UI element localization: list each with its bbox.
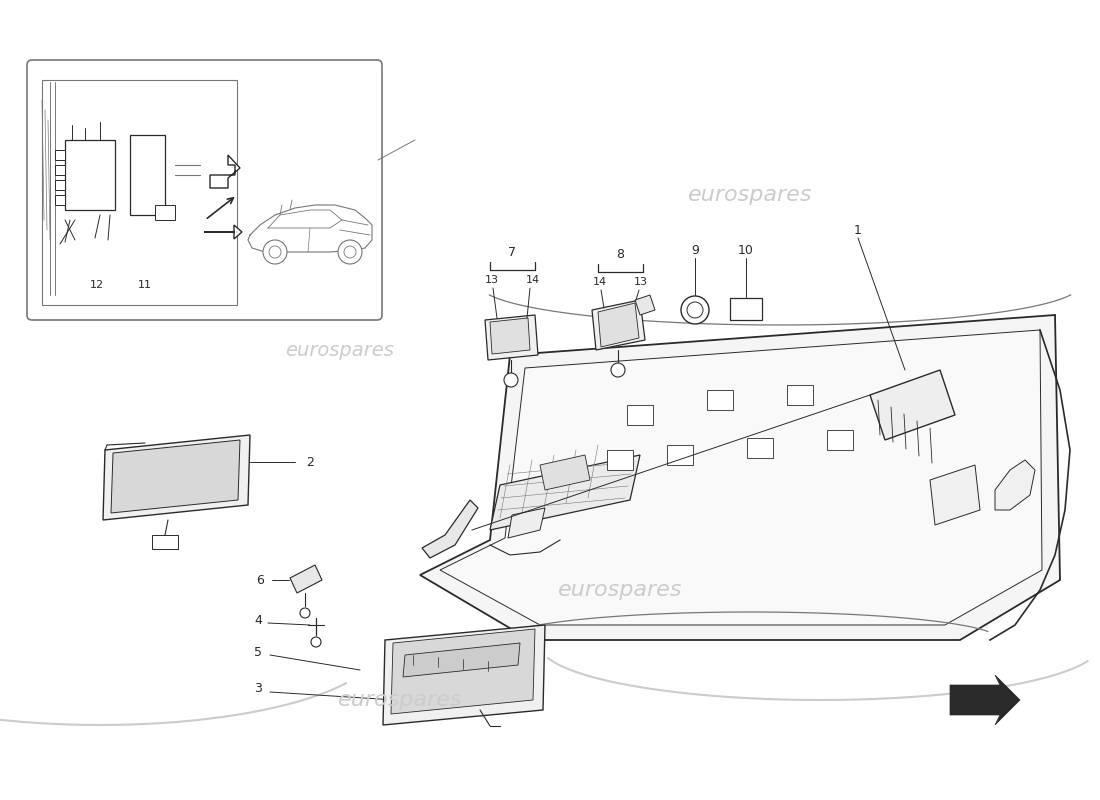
Text: eurospares: eurospares	[286, 341, 395, 359]
Polygon shape	[111, 440, 240, 513]
Polygon shape	[290, 565, 322, 593]
Bar	[667, 445, 693, 465]
Bar	[42, 80, 236, 305]
Text: 10: 10	[738, 243, 754, 257]
Circle shape	[688, 302, 703, 318]
Polygon shape	[204, 225, 242, 239]
Polygon shape	[420, 315, 1060, 640]
Polygon shape	[508, 508, 544, 538]
Text: 5: 5	[254, 646, 262, 658]
Polygon shape	[598, 303, 639, 347]
Circle shape	[610, 363, 625, 377]
Circle shape	[300, 608, 310, 618]
Text: 14: 14	[593, 277, 607, 287]
Polygon shape	[383, 625, 544, 725]
Circle shape	[504, 373, 518, 387]
Text: 9: 9	[691, 243, 698, 257]
Text: 12: 12	[90, 280, 104, 290]
Text: eurospares: eurospares	[558, 580, 682, 600]
Bar	[607, 450, 632, 470]
Bar	[786, 385, 813, 405]
Text: 8: 8	[616, 247, 624, 261]
Text: 6: 6	[256, 574, 264, 586]
Circle shape	[681, 296, 710, 324]
Circle shape	[338, 240, 362, 264]
Bar	[747, 438, 773, 458]
Polygon shape	[55, 180, 65, 190]
Text: 3: 3	[254, 682, 262, 694]
Polygon shape	[950, 675, 1020, 725]
Text: eurospares: eurospares	[338, 690, 462, 710]
Polygon shape	[210, 155, 240, 188]
Polygon shape	[996, 460, 1035, 510]
Polygon shape	[930, 465, 980, 525]
Polygon shape	[55, 195, 65, 205]
Bar	[730, 298, 762, 320]
Polygon shape	[55, 150, 65, 160]
Text: 13: 13	[485, 275, 499, 285]
Polygon shape	[440, 330, 1042, 625]
Polygon shape	[155, 205, 175, 220]
Text: eurospares: eurospares	[688, 185, 812, 205]
Text: 7: 7	[508, 246, 516, 258]
Polygon shape	[490, 318, 530, 354]
FancyBboxPatch shape	[28, 60, 382, 320]
Text: 4: 4	[254, 614, 262, 626]
Text: 2: 2	[306, 455, 313, 469]
Polygon shape	[390, 629, 535, 714]
Polygon shape	[635, 295, 654, 315]
Text: 11: 11	[138, 280, 152, 290]
Text: 1: 1	[854, 223, 862, 237]
Circle shape	[344, 246, 356, 258]
Polygon shape	[870, 370, 955, 440]
Bar	[627, 405, 653, 425]
Polygon shape	[103, 435, 250, 520]
Circle shape	[270, 246, 280, 258]
Polygon shape	[55, 165, 65, 175]
Polygon shape	[65, 140, 116, 210]
Bar	[827, 430, 853, 450]
Polygon shape	[422, 500, 478, 558]
Text: 14: 14	[526, 275, 540, 285]
Polygon shape	[485, 315, 538, 360]
Text: 13: 13	[634, 277, 648, 287]
Bar	[152, 535, 178, 549]
Polygon shape	[540, 455, 590, 490]
Polygon shape	[490, 455, 640, 530]
Circle shape	[263, 240, 287, 264]
Polygon shape	[403, 643, 520, 677]
Polygon shape	[592, 300, 645, 350]
Polygon shape	[130, 135, 165, 215]
Circle shape	[311, 637, 321, 647]
Bar	[707, 390, 733, 410]
